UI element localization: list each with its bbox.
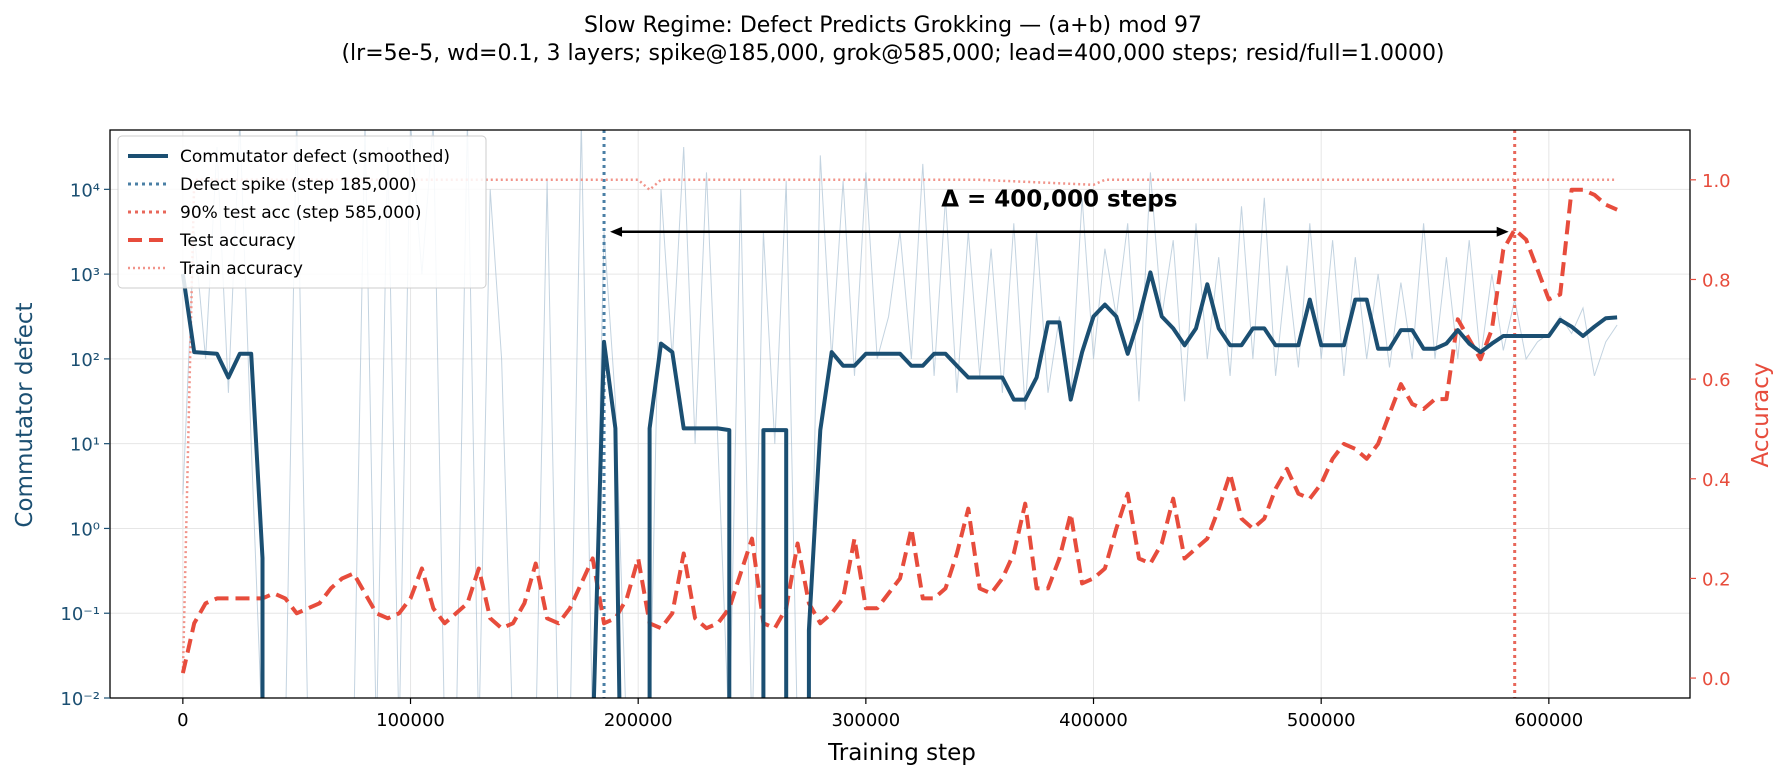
- legend-label-1: Defect spike (step 185,000): [180, 175, 417, 195]
- chart-subtitle: (lr=5e-5, wd=0.1, 3 layers; spike@185,00…: [341, 41, 1444, 66]
- x-tick-label-4: 400000: [1059, 710, 1128, 731]
- y-right-tick-label-1: 0.2: [1702, 569, 1731, 590]
- y-right-tick-label-0: 0.0: [1702, 669, 1731, 690]
- y-axis-right-label: Accuracy: [1748, 362, 1774, 467]
- y-axis-right: 0.0 0.2 0.4 0.6 0.8 1.0: [1690, 171, 1731, 690]
- test-accuracy-line: [180, 187, 1618, 674]
- lead-annotation-label: Δ = 400,000 steps: [941, 187, 1177, 213]
- chart-title: Slow Regime: Defect Predicts Grokking — …: [584, 13, 1202, 38]
- lead-annotation: Δ = 400,000 steps: [610, 187, 1509, 237]
- y-right-tick-label-5: 1.0: [1702, 171, 1731, 192]
- legend-box: [117, 135, 487, 289]
- y-left-tick-label-5: 10³: [70, 265, 100, 286]
- x-tick-label-6: 600000: [1514, 710, 1583, 731]
- legend-label-4: Train accuracy: [179, 259, 303, 279]
- y-right-tick-label-2: 0.4: [1702, 470, 1731, 491]
- y-left-tick-label-4: 10²: [70, 350, 100, 371]
- y-left-tick-label-0: 10⁻²: [60, 689, 100, 710]
- y-left-tick-label-3: 10¹: [70, 435, 100, 456]
- y-axis-left: 10⁻² 10⁻¹ 10⁰ 10¹ 10² 10³ 10⁴: [60, 180, 110, 710]
- y-left-tick-label-6: 10⁴: [70, 180, 100, 201]
- y-left-tick-label-1: 10⁻¹: [60, 604, 100, 625]
- x-tick-label-3: 300000: [831, 710, 900, 731]
- x-tick-label-1: 100000: [376, 710, 445, 731]
- y-axis-left-label: Commutator defect: [12, 302, 38, 527]
- x-tick-label-5: 500000: [1287, 710, 1356, 731]
- x-tick-label-2: 200000: [604, 710, 673, 731]
- legend-label-3: Test accuracy: [179, 231, 296, 251]
- y-right-tick-label-4: 0.8: [1702, 270, 1731, 291]
- legend-label-2: 90% test acc (step 585,000): [180, 203, 422, 223]
- y-right-tick-label-3: 0.6: [1702, 370, 1731, 391]
- plot-frame: [109, 129, 1691, 699]
- lead-arrowhead-left: [610, 226, 623, 237]
- x-axis: 0 100000 200000 300000 400000 500000 600000: [177, 698, 1583, 731]
- x-tick-label-0: 0: [177, 710, 188, 731]
- test-accuracy-series: [180, 187, 1618, 674]
- defect-smoothed-series: [180, 270, 1618, 698]
- y-left-tick-label-2: 10⁰: [70, 519, 100, 540]
- lead-arrowhead-right: [1496, 226, 1509, 237]
- legend: Commutator defect (smoothed) Defect spike…: [117, 135, 487, 289]
- legend-label-0: Commutator defect (smoothed): [180, 147, 450, 167]
- defect-smoothed-line: [180, 270, 1618, 698]
- x-axis-label: Training step: [827, 740, 976, 766]
